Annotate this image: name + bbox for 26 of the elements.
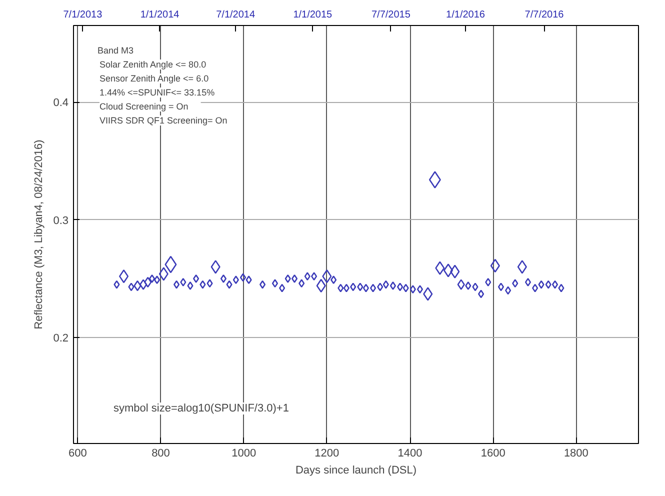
x2-tick-label: 7/1/2013 [63,10,103,20]
y-tick-label: 0.3 [53,214,69,227]
annotation: Cloud Screening = On [100,102,188,112]
x-axis-title: Days since launch (DSL) [295,464,417,476]
y-tick-label: 0.2 [53,332,69,345]
x-tick-label: 1000 [232,448,256,460]
y-axis-title: Reflectance (M3, Libyan4, 08/24/2016) [33,140,46,330]
x-tick-label: 1200 [314,448,340,460]
annotation: symbol size=alog10(SPUNIF/3.0)+1 [114,402,289,414]
x-tick-label: 600 [68,448,87,460]
x2-tick-label: 1/1/2014 [140,10,180,20]
x2-tick-label: 7/7/2015 [372,10,411,20]
annotation: VIIRS SDR QF1 Screening= On [100,116,228,126]
annotation: 1.44% <=SPUNIF<= 33.15% [100,88,215,98]
x-tick-label: 1400 [398,448,422,460]
annotation: Solar Zenith Angle <= 80.0 [100,60,206,70]
x2-tick-label: 7/1/2014 [216,10,256,20]
x2-tick-label: 7/7/2016 [524,10,564,20]
x2-tick-label: 1/1/2016 [446,10,486,20]
x2-tick-label: 1/1/2015 [293,10,333,20]
x-tick-label: 1600 [480,448,506,460]
annotation: Sensor Zenith Angle <= 6.0 [100,74,209,84]
x-tick-label: 1800 [564,448,588,460]
annotation: Band M3 [98,46,134,56]
x-tick-label: 800 [152,448,170,460]
y-tick-label: 0.4 [53,97,69,110]
